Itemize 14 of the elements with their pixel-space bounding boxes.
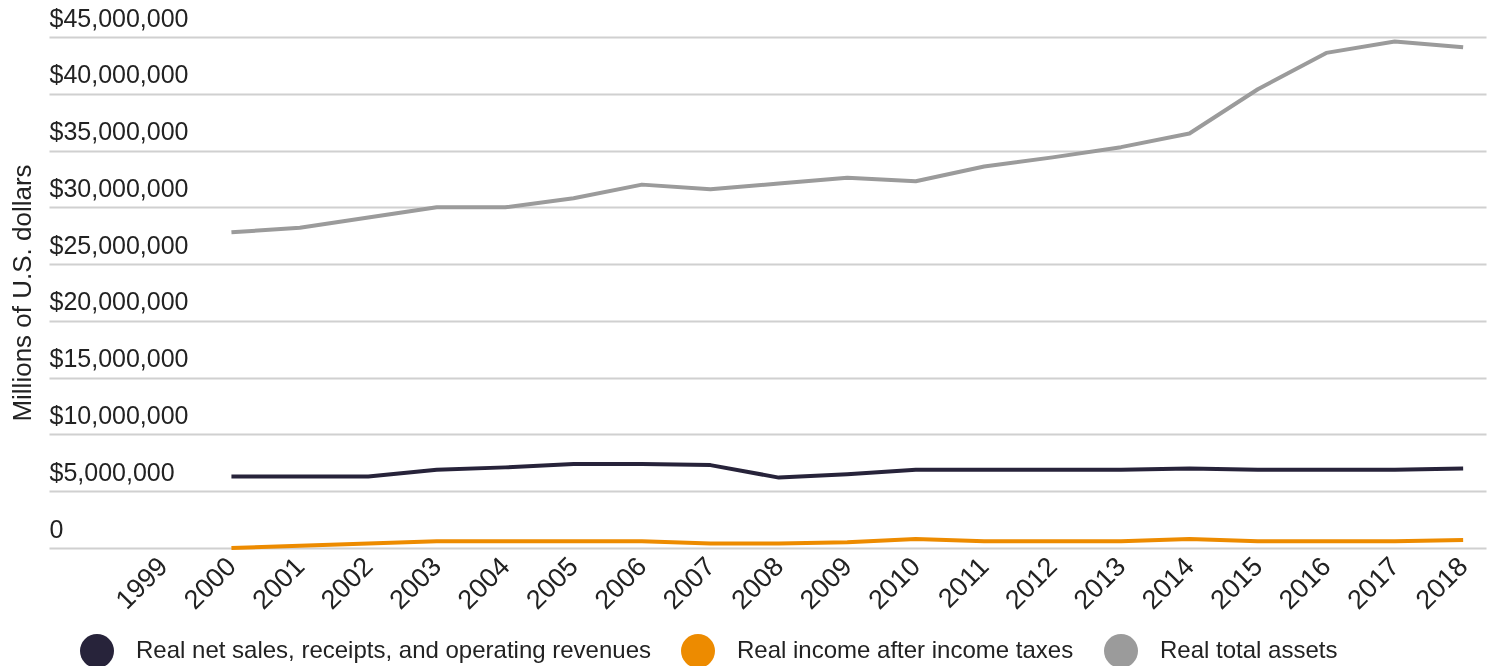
y-tick-label: $30,000,000 (49, 173, 189, 202)
y-tick-label: 0 (49, 514, 64, 543)
y-tick-label: $45,000,000 (49, 3, 189, 32)
legend-label: Real income after income taxes (737, 636, 1074, 663)
legend-label: Real total assets (1160, 636, 1338, 663)
y-tick-label: $10,000,000 (49, 400, 189, 429)
y-tick-label: $15,000,000 (49, 344, 189, 373)
y-tick-label: $35,000,000 (49, 117, 189, 146)
y-axis-title: Millions of U.S. dollars (6, 164, 37, 422)
y-tick-label: $25,000,000 (49, 230, 189, 259)
legend-label: Real net sales, receipts, and operating revenues (136, 636, 651, 663)
y-tick-label: $20,000,000 (49, 287, 189, 316)
y-tick-label: $40,000,000 (49, 60, 189, 89)
y-tick-label: $5,000,000 (49, 457, 175, 486)
